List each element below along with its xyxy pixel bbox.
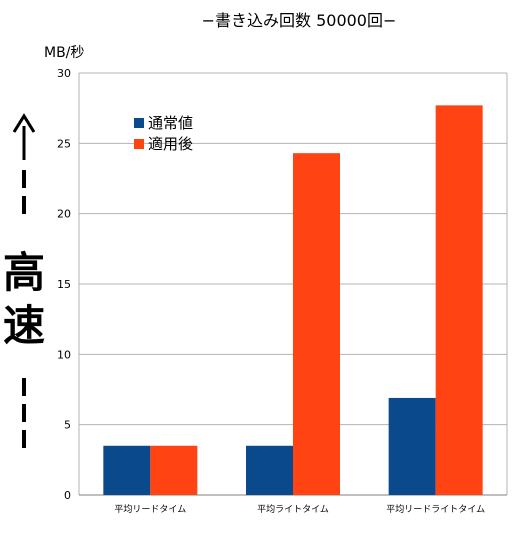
bar xyxy=(103,445,151,495)
y-tick-label: 20 xyxy=(57,208,71,221)
bar xyxy=(435,105,483,495)
arrow-up-icon xyxy=(12,113,36,133)
bar xyxy=(293,153,340,495)
y-axis-unit-label: MB/秒 xyxy=(44,45,84,61)
plot-area: 0 5 10 15 20 25 30 平均リードタイム 平均ライトタイム 平均リードライトタイム xyxy=(57,67,508,515)
legend-label: 通常値 xyxy=(148,114,193,132)
y-tick-label: 0 xyxy=(64,489,71,502)
y-tick-label: 15 xyxy=(57,278,71,291)
legend-label: 適用後 xyxy=(148,135,193,153)
speed-label-1: 高 xyxy=(3,248,45,297)
speed-indicator: 高 速 xyxy=(3,113,45,448)
x-tick-label: 平均リードタイム xyxy=(114,503,186,515)
x-tick-label: 平均ライトタイム xyxy=(257,503,329,515)
chart-title: −書き込み回数 50000回− xyxy=(202,11,397,30)
legend-swatch xyxy=(134,139,144,149)
speed-label-2: 速 xyxy=(3,301,45,350)
y-tick-label: 30 xyxy=(57,67,71,80)
y-tick-label: 10 xyxy=(57,348,71,361)
y-tick-label: 5 xyxy=(64,419,71,432)
x-tick-label: 平均リードライトタイム xyxy=(386,503,485,515)
bar xyxy=(150,445,198,495)
legend-swatch xyxy=(134,118,144,128)
y-tick-label: 25 xyxy=(57,137,71,150)
bar xyxy=(246,445,293,495)
bar xyxy=(388,397,436,495)
